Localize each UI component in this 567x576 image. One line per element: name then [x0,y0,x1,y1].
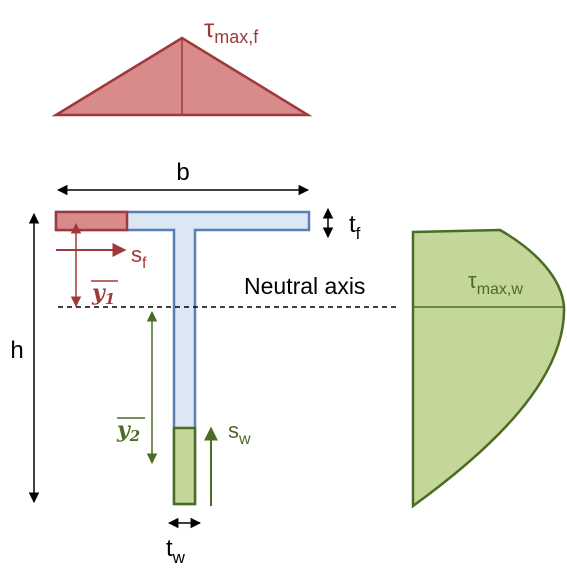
h-label: h [10,337,23,364]
flange-stress-distribution: τmax,f [51,13,313,117]
tf-subscript: f [356,224,361,243]
t-cross-section [54,210,311,506]
y2-label: y2 [116,417,140,445]
tau-symbol: τ [468,268,477,293]
sf-subscript: f [142,255,147,272]
y2-subscript: 2 [129,427,140,445]
sw-subscript: w [238,431,251,448]
flange-shaded-area [54,210,129,232]
web-shaded-area [172,426,197,506]
web-stress-curve [411,228,566,509]
neutral-axis-label: Neutral axis [244,273,365,299]
tau-symbol: τ [204,13,215,43]
sf-label: sf [131,242,147,272]
tau-max-w-label: τmax,w [468,268,523,298]
tau-max-f-subscript: max,f [214,27,259,47]
sf-base: s [131,242,142,267]
y1-label: y1 [91,280,115,308]
y2-base: y [116,417,132,443]
web-stress-distribution: τmax,w [411,228,566,509]
tf-base: t [349,211,356,238]
tw-label: tw [166,535,186,567]
y1-subscript: 1 [105,290,115,308]
sw-base: s [228,418,239,443]
y1-base: y [91,280,107,306]
tf-label: tf [349,211,361,243]
tw-base: t [166,535,173,562]
tau-max-w-subscript: max,w [477,281,524,298]
tw-subscript: w [172,548,186,567]
tau-max-f-label: τmax,f [204,13,259,47]
b-label: b [176,159,189,186]
sw-label: sw [228,418,251,448]
